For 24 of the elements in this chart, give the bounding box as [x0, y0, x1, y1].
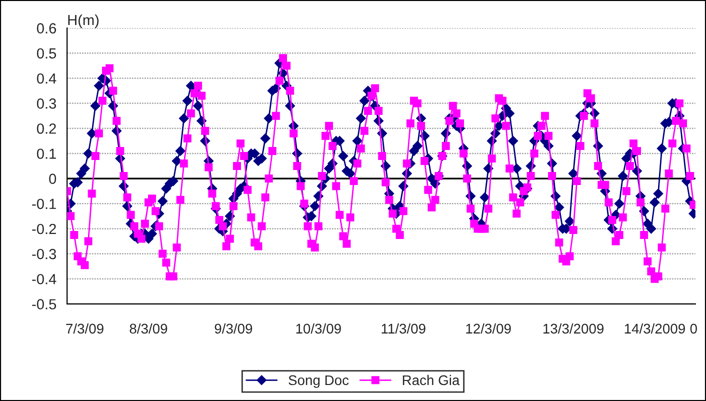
legend-label: Song Doc — [288, 375, 349, 388]
x-tick-label: 8/3/09 — [130, 323, 168, 334]
x-tick-label: 14/3/2009 — [624, 323, 685, 334]
x-tick-label: 7/3/09 — [66, 323, 104, 334]
y-tick-label: 0.3 — [36, 98, 56, 109]
y-tick-label: 0.5 — [36, 48, 56, 59]
x-tick-label: 13/3/2009 — [543, 323, 604, 334]
x-tick-label: 12/3/09 — [466, 323, 511, 334]
y-tick-label: 0.1 — [36, 148, 56, 159]
y-axis-title: H(m) — [68, 14, 99, 28]
x-tick-label: 10/3/09 — [296, 323, 341, 334]
x-tick-label: 9/3/09 — [214, 323, 252, 334]
y-tick-label: 0.2 — [36, 123, 56, 134]
x-tick-label: 11/3/09 — [382, 323, 426, 334]
y-tick-label: -0.3 — [32, 248, 56, 260]
y-tick-label: 0.6 — [36, 23, 56, 34]
y-tick-label: 0 — [49, 174, 56, 184]
y-tick-label: -0.4 — [32, 274, 56, 284]
y-tick-label: -0.5 — [32, 299, 56, 310]
legend-label: Rach Gia — [402, 374, 460, 386]
y-tick-label: -0.1 — [32, 198, 56, 210]
x-tick-label: 0 — [690, 324, 697, 334]
y-tick-label: -0.2 — [32, 224, 56, 234]
y-tick-label: 0.4 — [36, 73, 56, 84]
